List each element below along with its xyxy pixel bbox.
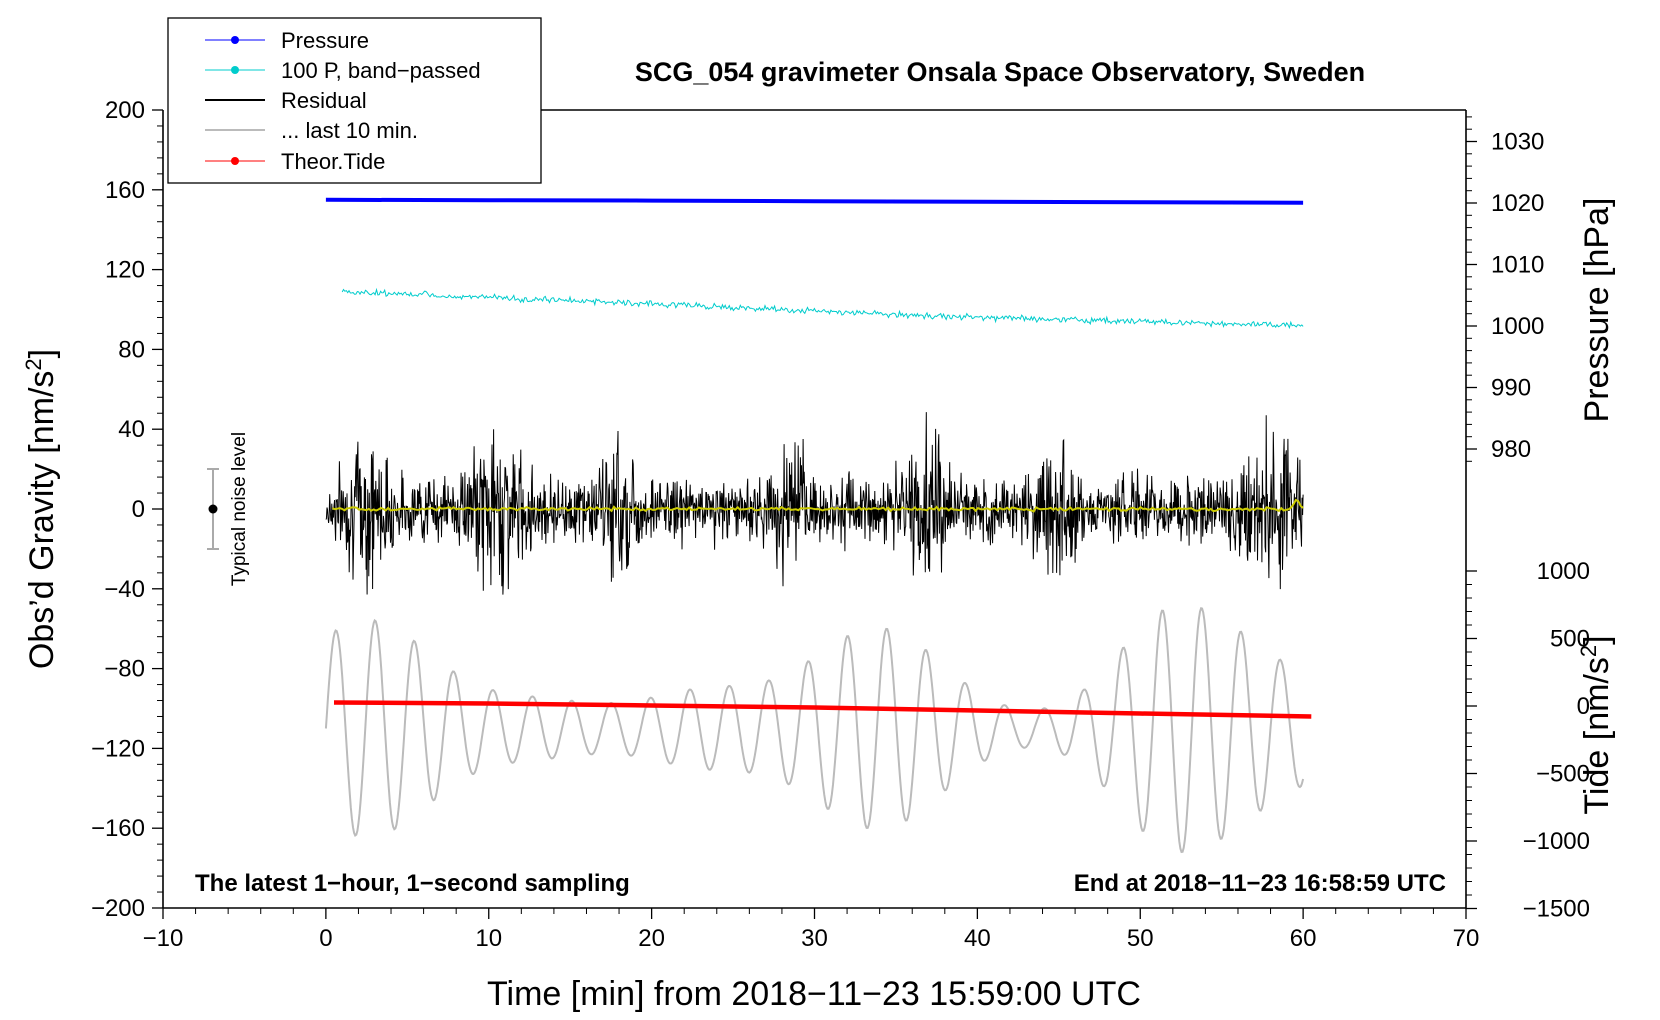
- tide-tick-label: −1500: [1523, 896, 1590, 923]
- y-axis-label-tide: Tide [nm/s2]: [1576, 635, 1617, 814]
- x-tick-label: 70: [1453, 925, 1480, 952]
- y-tick-label: 0: [132, 496, 145, 523]
- x-tick-label: −10: [143, 925, 184, 952]
- legend-item-theor-tide: Theor.Tide: [205, 149, 385, 174]
- y-tick-label: 80: [118, 336, 145, 363]
- y-axis-label-left: Obs’d Gravity [nm/s2]: [21, 349, 62, 669]
- legend: Pressure 100 P, band−passed Residual ...…: [167, 17, 542, 184]
- y-axis-label-left-end: ]: [23, 349, 61, 358]
- y-tick-label: −80: [104, 656, 145, 683]
- band-passed-line: [341, 287, 1304, 330]
- y-axis-label-tide-end: ]: [1578, 635, 1616, 644]
- y-axis-label-tide-sup: 2: [1576, 645, 1601, 657]
- y-tick-label: 160: [105, 177, 145, 204]
- pressure-line: [325, 197, 1304, 205]
- legend-pressure-label: Pressure: [281, 28, 369, 53]
- x-tick-label: 20: [638, 925, 665, 952]
- y-axis-label-pressure: Pressure [hPa]: [1578, 198, 1616, 423]
- series-residual: [325, 412, 1304, 595]
- annotation-end-time: End at 2018−11−23 16:58:59 UTC: [1074, 870, 1446, 897]
- legend-band-passed-marker: [231, 66, 239, 74]
- tide-tick-label: −500: [1536, 761, 1590, 788]
- legend-item-band-passed: 100 P, band−passed: [205, 58, 481, 83]
- series-theor-tide: [333, 700, 1312, 719]
- y-tick-label: 40: [118, 416, 145, 443]
- x-tick-label: 0: [319, 925, 332, 952]
- y-axis-label-left-main: Obs’d Gravity [nm/s: [23, 371, 61, 670]
- y-tick-label: −120: [91, 735, 145, 762]
- pressure-tick-label: 990: [1491, 375, 1531, 402]
- pressure-tick-label: 1030: [1491, 129, 1544, 156]
- x-tick-label: 60: [1290, 925, 1317, 952]
- legend-pressure-marker: [231, 36, 239, 44]
- x-tick-label: 40: [964, 925, 991, 952]
- y-tick-label: −40: [104, 576, 145, 603]
- last-10-min-line: [324, 606, 1305, 854]
- legend-item-last-10-min: ... last 10 min.: [205, 118, 418, 143]
- y-axis-label-left-sup: 2: [21, 358, 46, 370]
- legend-residual-label: Residual: [281, 88, 367, 113]
- residual-line: [325, 412, 1304, 595]
- series-pressure-band-passed: [341, 287, 1304, 330]
- tide-tick-label: 500: [1550, 626, 1590, 653]
- series-last-10-min: [324, 606, 1305, 854]
- noise-bar-center-dot: [208, 504, 218, 514]
- legend-theor-tide-marker: [231, 157, 239, 165]
- y-tick-label: 120: [105, 257, 145, 284]
- x-tick-label: 30: [801, 925, 828, 952]
- chart-title: SCG_054 gravimeter Onsala Space Observat…: [635, 57, 1365, 87]
- pressure-tick-label: 1000: [1491, 313, 1544, 340]
- legend-theor-tide-label: Theor.Tide: [281, 149, 385, 174]
- legend-last-10-min-label: ... last 10 min.: [281, 118, 418, 143]
- tide-tick-label: −1000: [1523, 828, 1590, 855]
- x-tick-label: 10: [475, 925, 502, 952]
- noise-bar: Typical noise level: [207, 432, 250, 586]
- legend-item-residual: Residual: [205, 88, 367, 113]
- x-tick-label: 50: [1127, 925, 1154, 952]
- series-pressure: [325, 197, 1304, 205]
- y-tick-label: −160: [91, 815, 145, 842]
- smoothed-residual-line: [331, 498, 1304, 513]
- noise-bar-label: Typical noise level: [229, 432, 250, 586]
- tide-tick-label: 0: [1577, 693, 1590, 720]
- y-tick-label: −200: [91, 895, 145, 922]
- y-tick-label: 200: [105, 97, 145, 124]
- legend-band-passed-label: 100 P, band−passed: [281, 58, 481, 83]
- x-axis-label: Time [min] from 2018−11−23 15:59:00 UTC: [487, 975, 1141, 1013]
- pressure-tick-label: 980: [1491, 436, 1531, 463]
- axis-ticks: −10 0 10 20 30 40 50 60 70−200−160−120−80−400408…: [91, 97, 1590, 952]
- annotation-sampling: The latest 1−hour, 1−second sampling: [195, 870, 630, 897]
- y-axis-label-tide-main: Tide [nm/s: [1578, 657, 1616, 814]
- pressure-tick-label: 1010: [1491, 252, 1544, 279]
- legend-item-pressure: Pressure: [205, 28, 369, 53]
- pressure-tick-label: 1020: [1491, 190, 1544, 217]
- series-smoothed-residual: [331, 498, 1304, 513]
- tide-tick-label: 1000: [1537, 558, 1590, 585]
- theor-tide-line: [333, 700, 1312, 719]
